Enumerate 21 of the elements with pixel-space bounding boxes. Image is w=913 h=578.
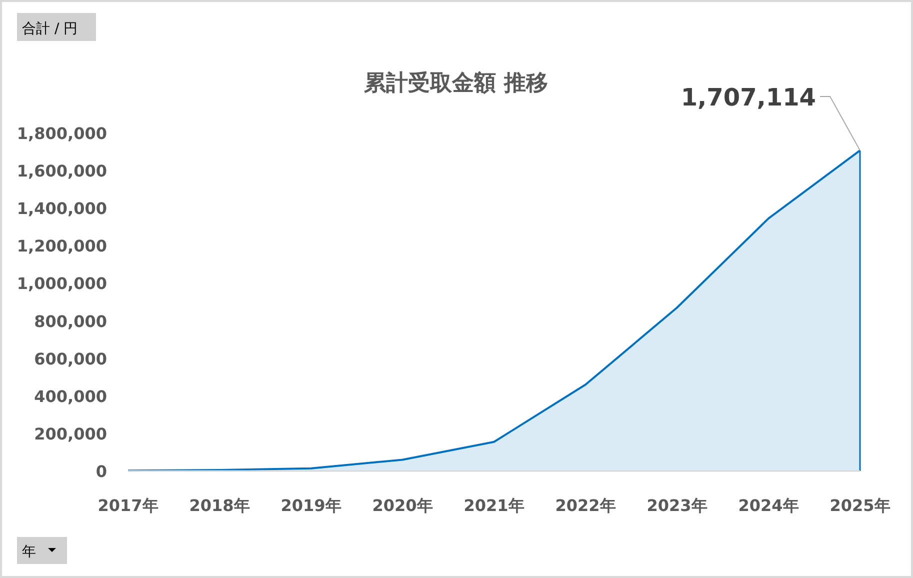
x-tick-label: 2023年 xyxy=(646,496,708,515)
x-tick-label: 2017年 xyxy=(98,496,158,515)
x-tick-label: 2020年 xyxy=(372,496,433,515)
y-tick-label: 600,000 xyxy=(34,349,107,368)
y-tick-label: 1,400,000 xyxy=(16,199,107,218)
x-tick-label: 2024年 xyxy=(738,496,799,515)
data-label: 1,707,114 xyxy=(680,83,816,112)
chart-title: 累計受取金額 推移 xyxy=(363,71,548,96)
y-tick-label: 1,000,000 xyxy=(16,274,107,294)
y-tick-label: 400,000 xyxy=(34,386,107,406)
x-tick-label: 2021年 xyxy=(464,496,524,515)
y-tick-label: 1,600,000 xyxy=(16,162,107,181)
x-tick-label: 2022年 xyxy=(555,496,616,515)
y-tick-label: 800,000 xyxy=(34,312,107,331)
y-tick-label: 1,800,000 xyxy=(16,124,107,143)
x-tick-label: 2025年 xyxy=(830,496,890,515)
x-tick-label: 2018年 xyxy=(189,496,250,515)
y-tick-label: 1,200,000 xyxy=(16,236,107,256)
y-tick-label: 0 xyxy=(96,462,107,481)
y-tick-label: 200,000 xyxy=(34,424,107,444)
x-tick-label: 2019年 xyxy=(280,496,342,515)
